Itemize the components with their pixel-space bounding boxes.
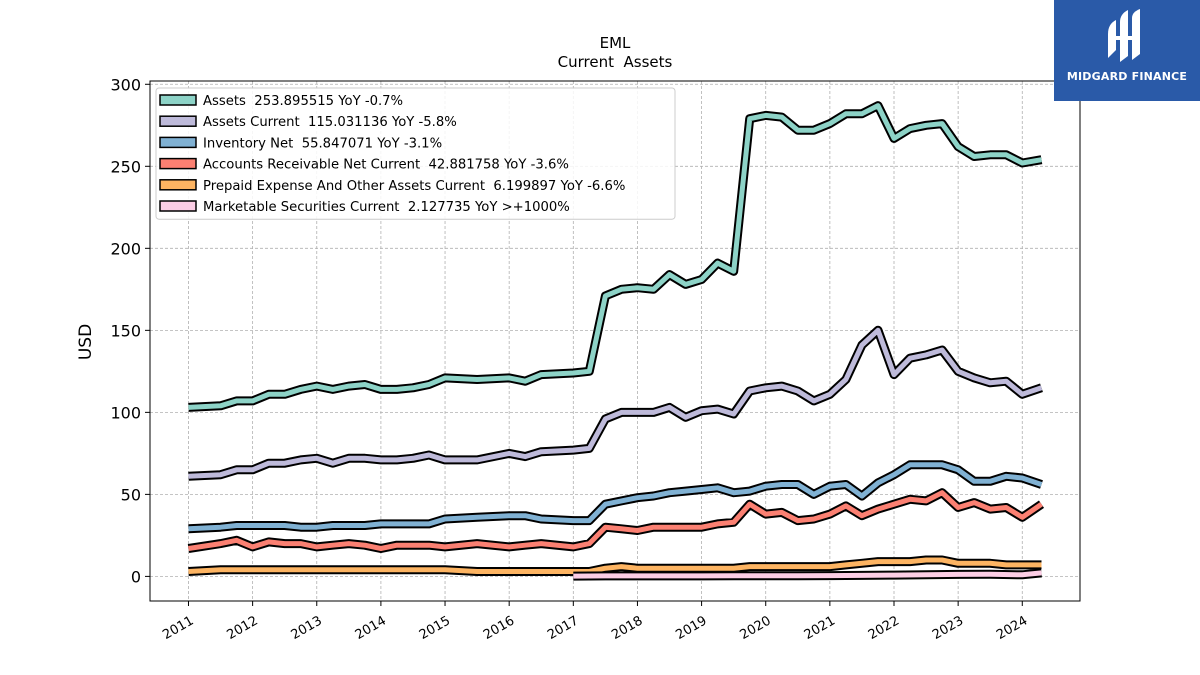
series-3 [188, 460, 1043, 534]
x-tick-label: 2020 [738, 613, 774, 643]
x-tick-label: 2024 [994, 613, 1030, 643]
legend-swatch [159, 200, 197, 212]
y-tick-label: 300 [110, 75, 141, 94]
y-tick-label: 200 [110, 239, 141, 258]
series-line [188, 327, 1043, 479]
legend-label: Inventory Net 55.847071 YoY -3.1% [203, 136, 442, 151]
legend-swatch [159, 157, 197, 170]
series-6 [573, 568, 1042, 581]
y-tick-label: 50 [121, 485, 141, 504]
legend-item: Marketable Securities Current 2.127735 Y… [159, 200, 570, 215]
legend-item: Accounts Receivable Net Current 42.88175… [159, 157, 569, 173]
x-tick-label: 2013 [289, 613, 325, 643]
legend-swatch [159, 94, 197, 106]
series-line [188, 103, 1042, 410]
y-tick-label: 0 [131, 567, 141, 586]
y-tick-label: 250 [110, 157, 141, 176]
legend-label: Assets Current 115.031136 YoY -5.8% [203, 115, 457, 130]
legend-item: Assets Current 115.031136 YoY -5.8% [159, 115, 457, 130]
legend-label: Marketable Securities Current 2.127735 Y… [203, 200, 570, 215]
brand-logo-icon [1108, 9, 1140, 62]
x-tick-label: 2014 [353, 613, 389, 643]
legend-label: Prepaid Expense And Other Assets Current… [203, 179, 625, 194]
legend-item: Assets 253.895515 YoY -0.7% [159, 94, 403, 109]
series-line [573, 570, 1042, 579]
x-tick-label: 2016 [481, 613, 517, 643]
x-axis: 2011 2012 2013 2014 2015 2016 2017 2018 2019 2020… [160, 601, 1030, 643]
x-tick-label: 2017 [545, 613, 581, 643]
legend-label: Accounts Receivable Net Current 42.88175… [203, 158, 569, 173]
legend-swatch [159, 136, 197, 149]
brand-name: MIDGARD FINANCE [1066, 70, 1188, 83]
y-axis-label: USD [76, 324, 96, 360]
legend-label: Assets 253.895515 YoY -0.7% [203, 94, 403, 109]
legend-item: Inventory Net 55.847071 YoY -3.1% [159, 136, 442, 151]
x-tick-label: 2021 [802, 613, 838, 643]
brand-logo: MIDGARD FINANCE [1054, 0, 1200, 101]
x-tick-label: 2012 [224, 613, 260, 643]
legend-swatch [159, 115, 197, 127]
legend-item: Prepaid Expense And Other Assets Current… [159, 179, 625, 194]
series-line [188, 490, 1043, 551]
series-layer [187, 101, 1045, 581]
y-axis: 0 50 100 150 200 250 300 [110, 75, 150, 586]
series-line [188, 462, 1043, 532]
y-tick-label: 150 [110, 321, 141, 340]
x-tick-label: 2015 [417, 613, 453, 643]
chart-title: EML [600, 34, 631, 52]
y-tick-label: 100 [110, 403, 141, 422]
series-1 [188, 101, 1043, 412]
x-tick-label: 2018 [609, 613, 645, 643]
legend-swatch [159, 179, 197, 191]
chart-subtitle: Current Assets [558, 53, 673, 71]
series-5 [188, 555, 1042, 576]
series-2 [188, 325, 1043, 481]
x-tick-label: 2011 [160, 613, 196, 643]
x-tick-label: 2022 [866, 613, 902, 643]
x-tick-label: 2019 [673, 613, 709, 643]
series-line [188, 557, 1042, 574]
series-4 [187, 488, 1045, 553]
legend: Assets 253.895515 YoY -0.7% Assets Curren… [155, 87, 676, 220]
legend-box [155, 87, 676, 220]
x-tick-label: 2023 [930, 613, 966, 643]
plot-frame [149, 80, 1081, 602]
